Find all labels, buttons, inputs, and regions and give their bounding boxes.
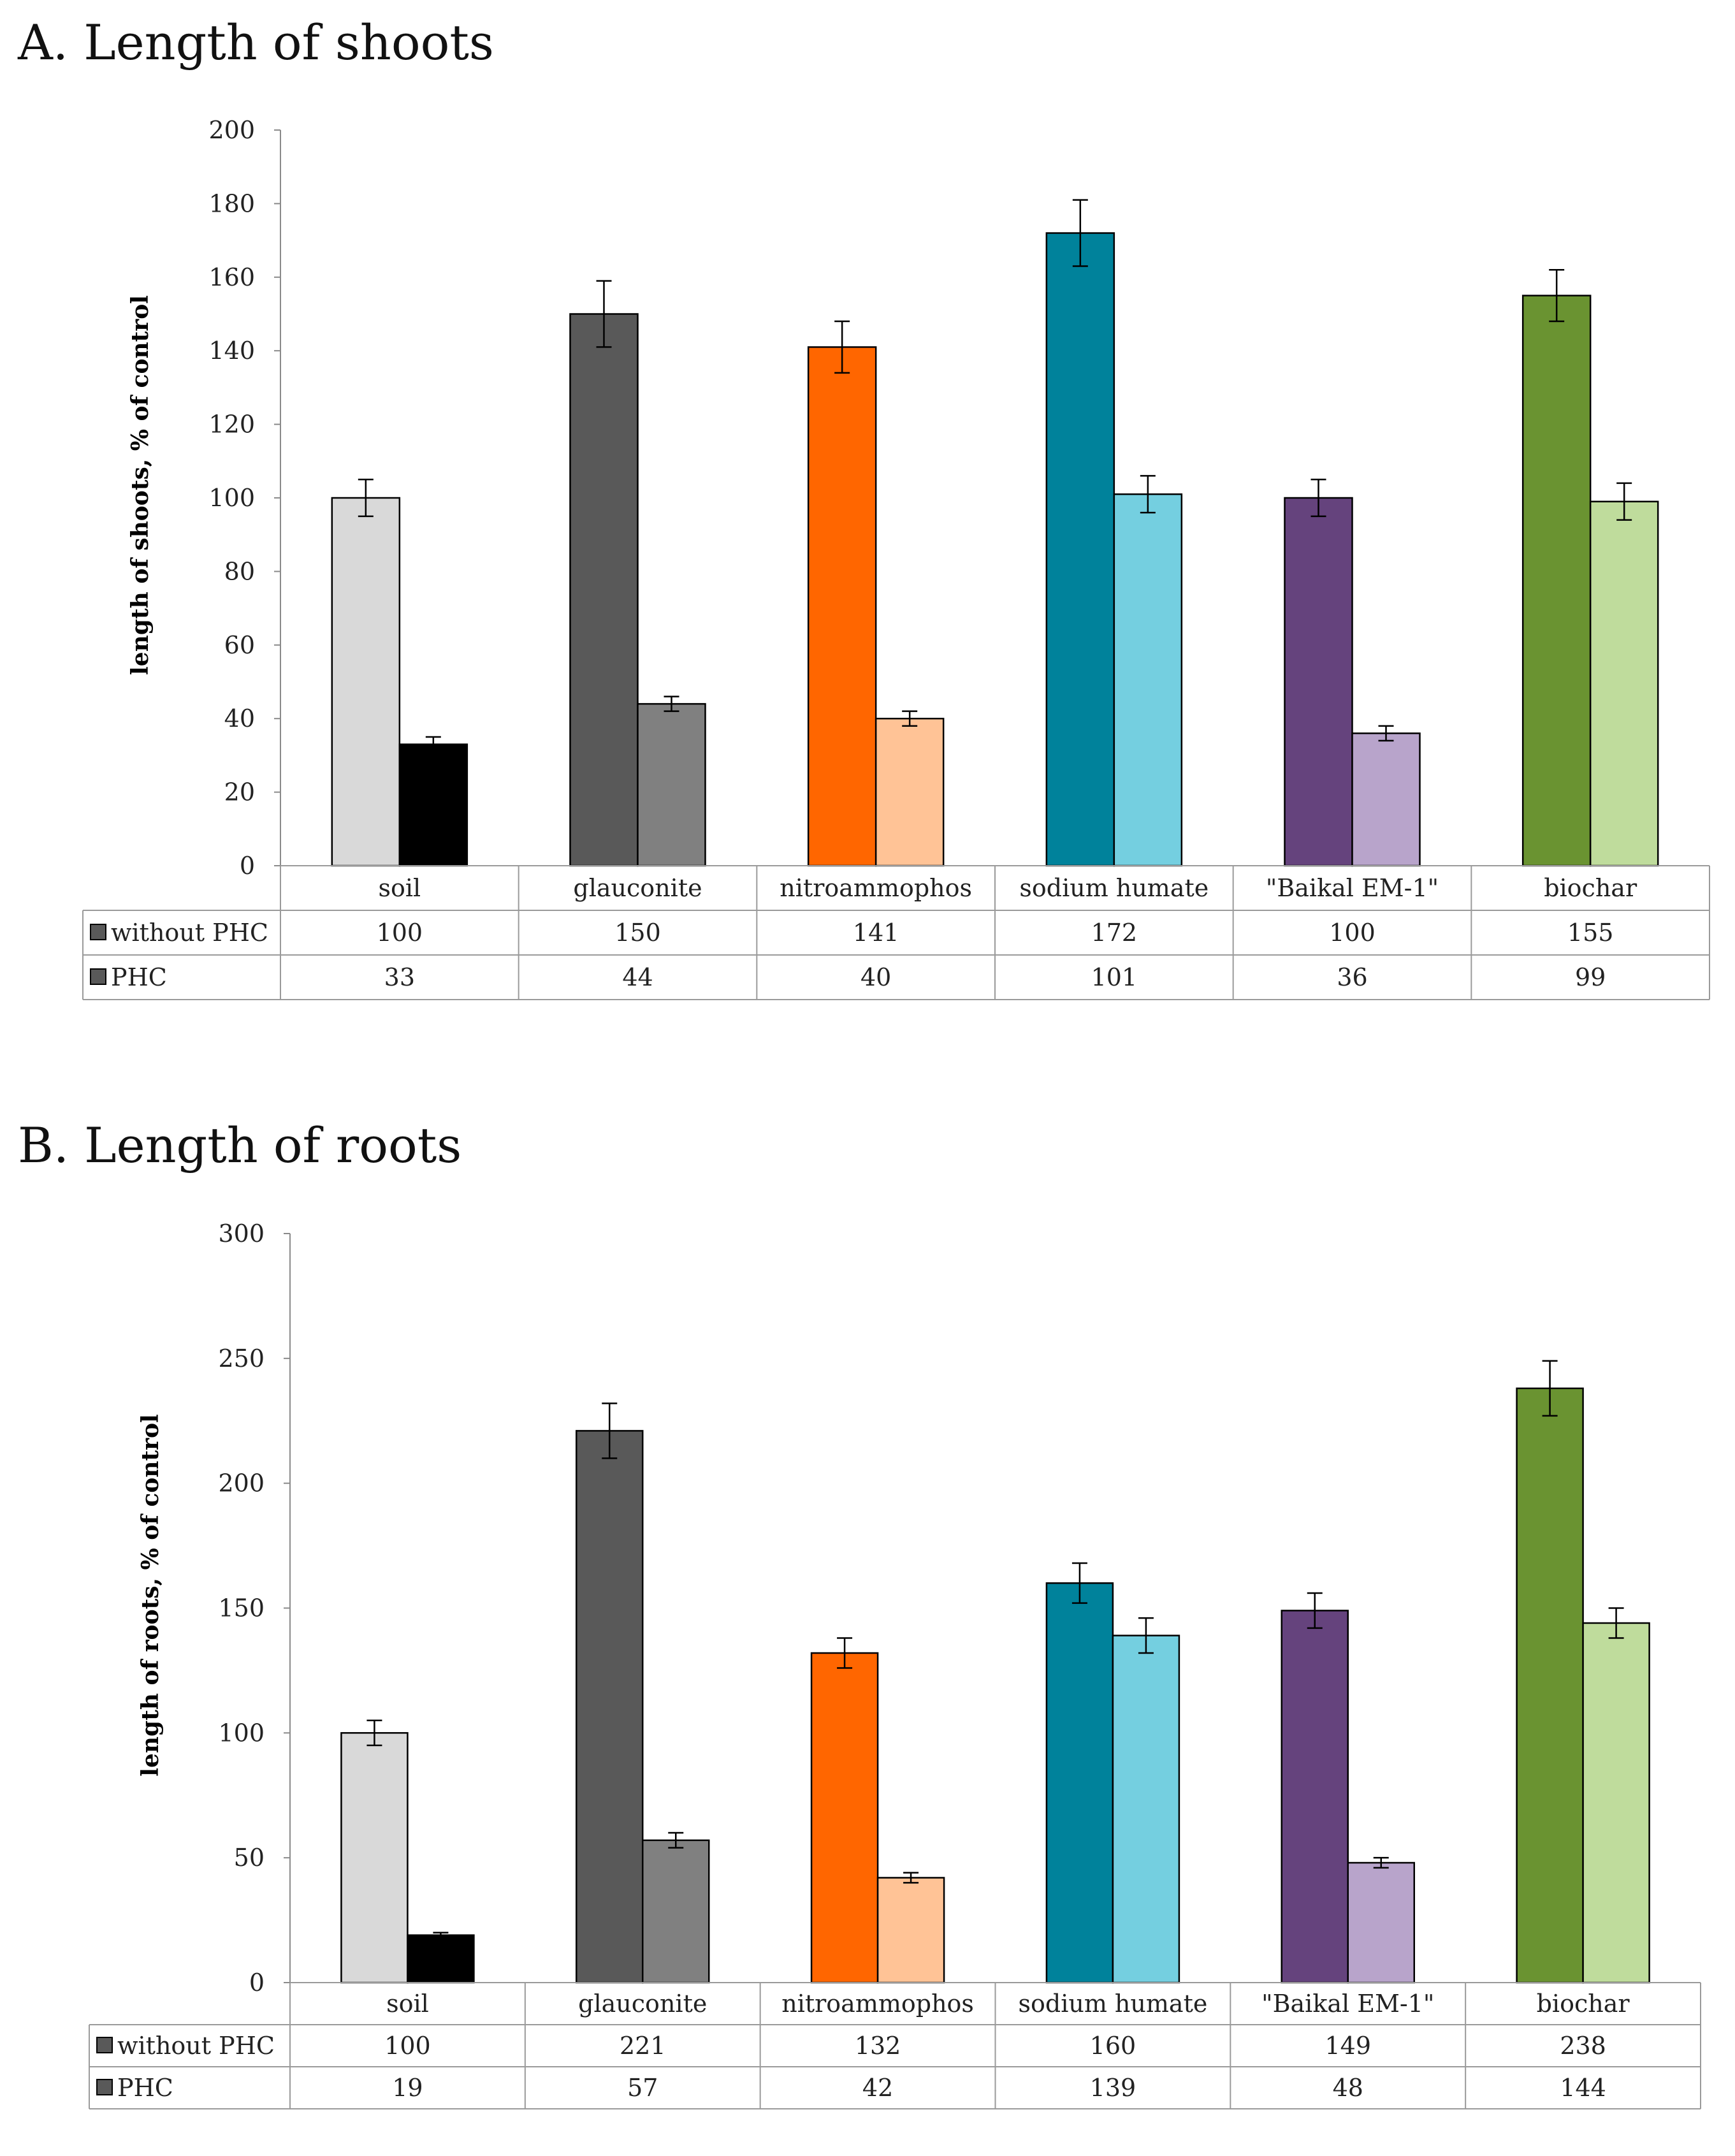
chart-a-y-tick-label: 0 — [240, 852, 255, 880]
chart-b-y-tick-label: 100 — [218, 1719, 265, 1747]
chart-a-y-tick-label: 40 — [224, 704, 255, 732]
chart-b-bar-phc — [407, 1934, 475, 1984]
chart-a-table-value: 44 — [622, 963, 653, 991]
chart-a-table-value: 100 — [377, 919, 423, 947]
chart-a-y-tick-label: 120 — [208, 411, 255, 439]
chart-a-category-label: glauconite — [573, 874, 702, 902]
chart-b-y-tick-label: 50 — [234, 1844, 265, 1872]
chart-a-table-value: 155 — [1567, 919, 1614, 947]
chart-b-legend-key-phc — [96, 2079, 113, 2095]
chart-a-bar-phc — [1113, 493, 1183, 867]
chart-b-y-tick-label: 250 — [218, 1344, 265, 1373]
chart-a-category-label: sodium humate — [1019, 874, 1209, 902]
chart-b-y-tick-label: 0 — [249, 1969, 265, 1997]
chart-b-bar-without-phc — [1516, 1387, 1584, 1984]
chart-b-category-label: biochar — [1537, 1990, 1630, 2018]
chart-b-table-value: 144 — [1560, 2074, 1606, 2102]
chart-b-category-label: nitroammophos — [781, 1990, 974, 2018]
chart-a-y-tick-label: 80 — [224, 557, 255, 585]
chart-a-y-tick-label: 180 — [208, 189, 255, 217]
chart-a-bar-without-phc — [569, 313, 639, 867]
chart-a-bar-phc — [398, 743, 468, 867]
chart-b-table-value: 48 — [1333, 2074, 1363, 2102]
chart-b-table-value: 238 — [1560, 2032, 1606, 2060]
chart-b-legend-label: without PHC — [117, 2032, 275, 2060]
chart-a-table-value: 36 — [1337, 963, 1367, 991]
chart-a-bar-without-phc — [1045, 232, 1115, 867]
chart-a-table-value: 141 — [853, 919, 899, 947]
chart-b-table-value: 149 — [1325, 2032, 1371, 2060]
chart-b-table-value: 160 — [1090, 2032, 1136, 2060]
chart-a-bar-phc — [637, 703, 706, 867]
chart-a-table-value: 33 — [384, 963, 415, 991]
chart-b-category-label: glauconite — [578, 1990, 707, 2018]
chart-b-table-value: 19 — [392, 2074, 423, 2102]
chart-a-y-tick-label: 200 — [208, 116, 255, 144]
chart-a-table-value: 150 — [614, 919, 661, 947]
chart-b-bar-without-phc — [340, 1732, 409, 1984]
chart-b-bar-phc — [876, 1877, 945, 1984]
chart-b-bar-without-phc — [1045, 1582, 1114, 1984]
chart-a-bar-without-phc — [331, 497, 401, 867]
chart-a-bar-without-phc — [1284, 497, 1353, 867]
chart-a-legend-key-phc — [90, 968, 106, 985]
chart-a-y-tick-label: 60 — [224, 631, 255, 659]
chart-b-bar-phc — [642, 1839, 710, 1984]
chart-b-table-value: 57 — [627, 2074, 658, 2102]
chart-a-table-value: 100 — [1329, 919, 1376, 947]
chart-a-y-tick-label: 20 — [224, 778, 255, 806]
chart-b-bar-phc — [1112, 1635, 1180, 1984]
chart-a-category-label: biochar — [1544, 874, 1637, 902]
chart-a-y-tick-label: 160 — [208, 263, 255, 291]
chart-b-title: B. Length of roots — [18, 1117, 462, 1174]
chart-b-bar-without-phc — [576, 1430, 644, 1984]
chart-a-table-value: 172 — [1091, 919, 1138, 947]
chart-a-bar-phc — [1351, 732, 1421, 867]
chart-a-legend-key-without-phc — [90, 924, 106, 940]
chart-a-y-tick-label: 100 — [208, 484, 255, 512]
chart-b-y-tick-label: 200 — [218, 1469, 265, 1497]
chart-b: 0 50 100 150 200 250 300 length of roots, % of … — [89, 1220, 1701, 2109]
chart-b-table-value: 139 — [1090, 2074, 1136, 2102]
chart-b-table-value: 132 — [855, 2032, 901, 2060]
chart-b-legend-key-without-phc — [96, 2037, 113, 2053]
chart-a-table-value: 101 — [1091, 963, 1138, 991]
chart-a-bar-phc — [875, 717, 945, 867]
chart-b-table-value: 42 — [862, 2074, 893, 2102]
chart-b-y-axis-title: length of roots, % of control — [137, 1414, 164, 1776]
chart-a-legend-label: without PHC — [111, 919, 268, 947]
chart-a-y-axis-title: length of shoots, % of control — [127, 295, 154, 675]
chart-a-legend-label: PHC — [111, 963, 167, 991]
chart-a-bar-without-phc — [807, 346, 877, 867]
chart-b-bar-without-phc — [1281, 1610, 1349, 1984]
chart-b-table-value: 100 — [384, 2032, 431, 2060]
chart-a-bar-without-phc — [1521, 295, 1592, 867]
chart-a-category-label: nitroammophos — [780, 874, 972, 902]
chart-a-category-label: soil — [378, 874, 421, 902]
chart-a-table-value: 40 — [860, 963, 891, 991]
chart-b-bar-phc — [1582, 1622, 1650, 1984]
chart-b-y-tick-label: 150 — [218, 1594, 265, 1622]
chart-a: 0 20 40 60 80 100 120 140 160 180 200 length of sho… — [82, 116, 1710, 1000]
chart-a-title: A. Length of shoots — [18, 14, 494, 71]
chart-b-legend-label: PHC — [117, 2074, 173, 2102]
chart-b-bar-without-phc — [810, 1652, 879, 1984]
chart-a-category-label: "Baikal EM-1" — [1266, 874, 1439, 902]
chart-b-table-value: 221 — [620, 2032, 666, 2060]
chart-b-category-label: sodium humate — [1018, 1990, 1207, 2018]
chart-a-table-value: 99 — [1575, 963, 1606, 991]
chart-a-y-tick-label: 140 — [208, 337, 255, 365]
chart-b-bar-phc — [1347, 1861, 1415, 1984]
chart-b-category-label: soil — [386, 1990, 429, 2018]
chart-b-y-tick-label: 300 — [218, 1220, 265, 1248]
chart-b-category-label: "Baikal EM-1" — [1261, 1990, 1434, 2018]
chart-a-bar-phc — [1589, 500, 1659, 867]
